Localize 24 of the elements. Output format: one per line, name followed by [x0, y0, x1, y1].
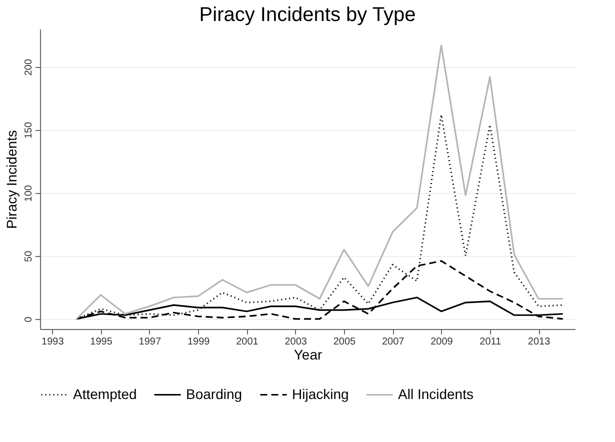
x-tick-label: 2001: [236, 336, 259, 348]
x-tick-label: 2005: [333, 336, 356, 348]
x-tick-label: 1999: [187, 336, 210, 348]
y-tick-label: 0: [24, 316, 34, 322]
x-axis-title: Year: [294, 346, 322, 362]
line-series: [76, 44, 564, 320]
x-tick-label: 1997: [138, 336, 162, 348]
x-tick-label: 2007: [382, 336, 405, 348]
x-tick-label: 1993: [42, 336, 64, 348]
y-tick-label: 150: [24, 122, 34, 139]
x-tick-label: 2009: [430, 336, 454, 348]
x-tick-label: 2011: [480, 336, 502, 348]
chart-title: Piracy Incidents by Type: [199, 4, 416, 26]
x-tick-label: 2003: [284, 336, 308, 348]
y-tick-label: 100: [24, 184, 34, 202]
y-axis-title: Piracy Incidents: [4, 130, 20, 229]
legend-label: Attempted: [73, 386, 137, 402]
legend-label: All Incidents: [398, 386, 474, 402]
y-tick-label: 200: [24, 58, 34, 76]
x-tick-label: 2013: [528, 336, 551, 348]
y-tick-label: 50: [24, 250, 34, 262]
legend-label: Hijacking: [292, 386, 349, 402]
x-tick-label: 1995: [90, 336, 113, 348]
legend-label: Boarding: [186, 386, 242, 402]
